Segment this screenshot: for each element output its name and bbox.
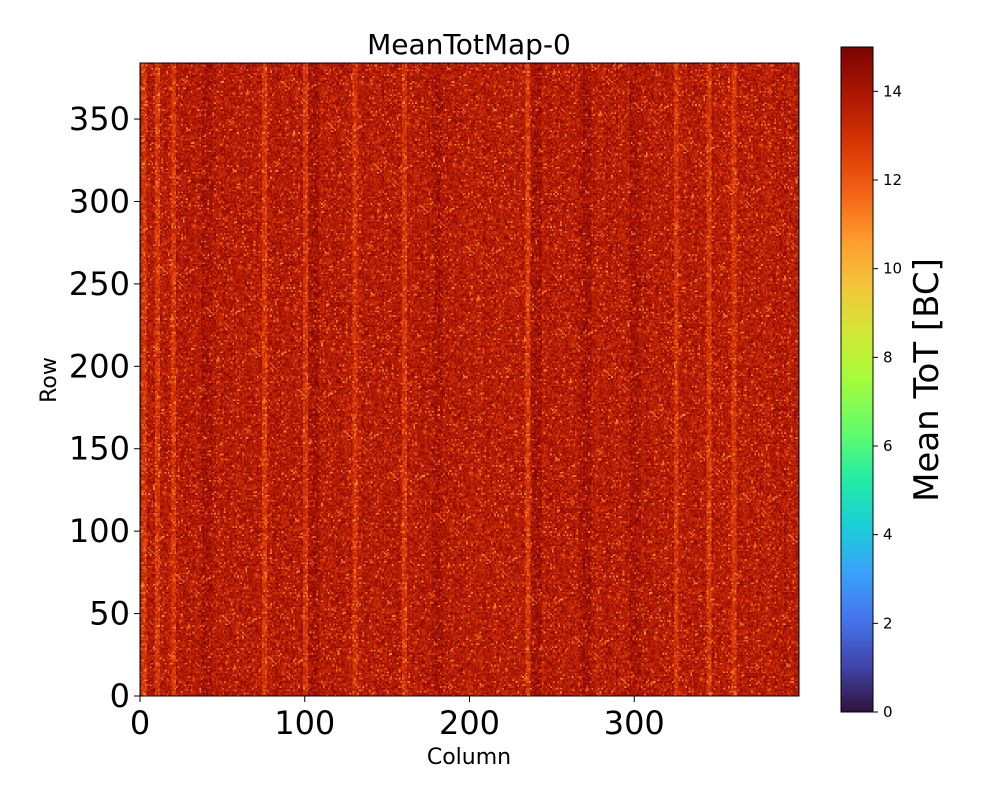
y-tick-label: 200 [69, 347, 130, 385]
colorbar-tick-label: 0 [883, 703, 893, 721]
colorbar-tick-label: 10 [883, 260, 902, 278]
x-axis-ticks: 0 100 200 300 [130, 696, 665, 742]
colorbar-tick-label: 14 [883, 82, 902, 100]
x-tick-label: 300 [604, 704, 665, 742]
colorbar-tick-label: 12 [883, 171, 902, 189]
heatmap-image [140, 63, 799, 696]
x-tick-label: 0 [130, 704, 150, 742]
y-axis-ticks: 0 50 100 150 200 250 300 350 [69, 100, 140, 715]
colorbar-label: Mean ToT [BC] [907, 258, 947, 502]
y-axis-label: Row [37, 357, 62, 403]
colorbar-tick-label: 6 [883, 437, 893, 455]
y-tick-label: 250 [69, 265, 130, 303]
x-tick-label: 100 [274, 704, 335, 742]
y-tick-label: 50 [89, 595, 130, 633]
chart-title: MeanTotMap-0 [367, 28, 571, 61]
x-tick-label: 200 [439, 704, 500, 742]
y-tick-label: 100 [69, 512, 130, 550]
y-tick-label: 0 [110, 677, 130, 715]
colorbar: 0 2 4 6 8 10 12 14 Mean ToT [BC] [840, 46, 947, 721]
colorbar-tick-label: 2 [883, 614, 893, 632]
colorbar-gradient [840, 46, 874, 713]
colorbar-tick-label: 4 [883, 526, 893, 544]
plot-area [139, 62, 800, 697]
colorbar-tick-label: 8 [883, 348, 893, 366]
y-tick-label: 350 [69, 100, 130, 138]
x-axis-label: Column [427, 745, 511, 770]
y-tick-label: 150 [69, 430, 130, 468]
colorbar-ticks: 0 2 4 6 8 10 12 14 [873, 82, 902, 721]
y-tick-label: 300 [69, 182, 130, 220]
